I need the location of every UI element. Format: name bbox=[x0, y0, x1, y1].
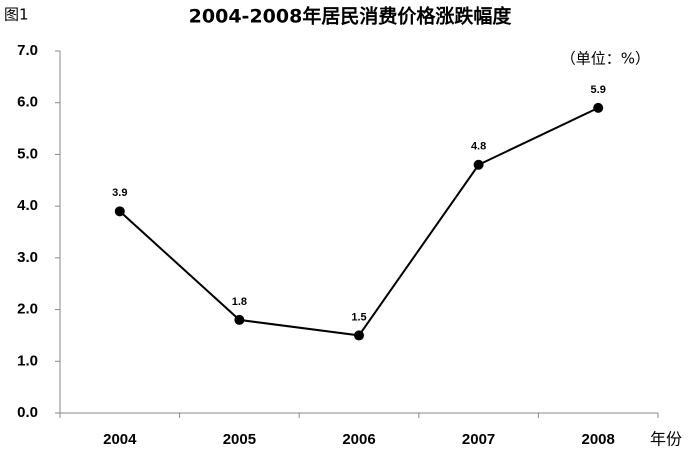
data-point bbox=[473, 159, 484, 170]
value-label: 5.9 bbox=[591, 84, 606, 96]
x-tick-label: 2005 bbox=[223, 431, 256, 448]
x-axis-label: 年份 bbox=[650, 430, 682, 449]
value-label: 1.5 bbox=[351, 311, 366, 323]
y-tick-label: 1.0 bbox=[17, 352, 38, 369]
y-tick-label: 6.0 bbox=[17, 94, 38, 111]
y-tick-label: 5.0 bbox=[17, 145, 38, 162]
data-point bbox=[593, 102, 604, 113]
x-tick-label: 2008 bbox=[582, 431, 615, 448]
data-point bbox=[354, 330, 364, 341]
unit-label: （单位：%） bbox=[561, 50, 650, 68]
data-point bbox=[114, 206, 125, 217]
y-tick-label: 2.0 bbox=[17, 301, 38, 318]
value-label: 3.9 bbox=[112, 187, 127, 199]
x-tick-label: 2004 bbox=[103, 431, 137, 448]
y-tick-label: 7.0 bbox=[17, 42, 38, 59]
figure-label: 图1 bbox=[4, 6, 29, 24]
y-tick-label: 0.0 bbox=[17, 404, 38, 421]
data-point bbox=[234, 314, 245, 325]
chart-title: 2004-2008年居民消费价格涨跌幅度 bbox=[189, 5, 513, 28]
value-label: 4.8 bbox=[471, 141, 486, 153]
x-tick-label: 2007 bbox=[462, 431, 495, 448]
x-tick-label: 2006 bbox=[342, 431, 375, 448]
y-tick-label: 3.0 bbox=[17, 249, 38, 266]
y-tick-label: 4.0 bbox=[17, 197, 38, 214]
data-line bbox=[119, 106, 599, 337]
value-label: 1.8 bbox=[232, 296, 247, 308]
